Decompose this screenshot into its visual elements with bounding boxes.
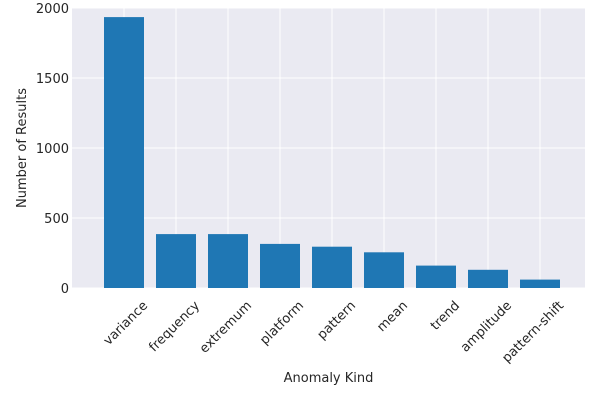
- bar-trend: [416, 265, 456, 288]
- x-tick-label-pattern: pattern: [315, 298, 359, 342]
- y-tick-label-0: 0: [61, 282, 69, 297]
- bar-pattern: [312, 246, 352, 288]
- x-tick-label-platform: platform: [257, 298, 307, 348]
- y-tick-label-2: 1000: [36, 142, 69, 157]
- bar-extremum: [208, 234, 248, 288]
- bar-amplitude: [468, 269, 508, 288]
- x-axis-label: Anomaly Kind: [284, 371, 374, 386]
- bars: [104, 17, 560, 288]
- x-tick-label-frequency: frequency: [146, 298, 203, 355]
- bar-pattern-shift: [520, 279, 560, 288]
- x-tick-label-extremum: extremum: [197, 298, 255, 356]
- bar-platform: [260, 243, 300, 288]
- y-axis-label: Number of Results: [15, 88, 30, 208]
- y-tick-label-3: 1500: [36, 72, 69, 87]
- y-tick-label-1: 500: [44, 212, 69, 227]
- x-tick-label-mean: mean: [374, 298, 411, 335]
- x-tick-label-variance: variance: [101, 298, 151, 348]
- bar-variance: [104, 17, 144, 288]
- y-tick-label-4: 2000: [36, 2, 69, 17]
- y-tick-labels: 0 500 1000 1500 2000: [36, 2, 69, 297]
- bar-mean: [364, 252, 404, 288]
- bar-frequency: [156, 234, 196, 288]
- x-tick-label-amplitude: amplitude: [458, 298, 515, 355]
- x-tick-label-trend: trend: [428, 298, 463, 333]
- grid-lines: [72, 7, 585, 289]
